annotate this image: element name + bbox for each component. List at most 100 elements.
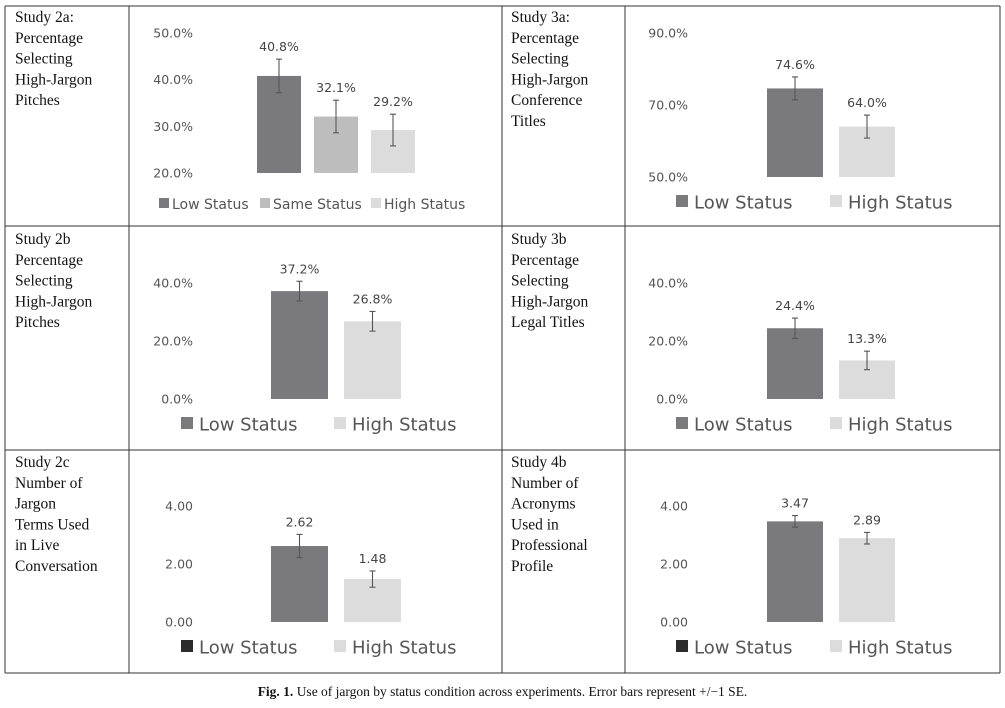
study-2c-tick-label: 0.00 [165,615,193,630]
study-2b-legend-swatch-1 [334,417,346,429]
study-2a-panel: Study 2a: Percentage Selecting High-Jargon P… [15,9,465,213]
study-3b-row-label-line: Legal Titles [511,314,585,331]
table-grid-lines [4,5,1001,674]
study-3a-legend-label-0: Low Status [694,192,793,213]
study-4b-bar-0 [767,521,823,622]
study-3a-panel: Study 3a: Percentage Selecting High-Jargon C… [511,9,952,213]
study-2a-legend-label-1: Same Status [273,197,362,213]
study-3a-row-label-line: High-Jargon [511,71,588,88]
study-4b-row-label-line: Acronyms [511,496,576,513]
study-2c-bar-0 [271,546,328,622]
study-4b-row-label-line: Professional [511,537,588,554]
study-3b-legend-label-0: Low Status [694,414,793,435]
study-4b-legend-swatch-0 [676,640,688,652]
study-3b-row-label-line: Study 3b [511,231,567,248]
study-4b-value-label-1: 2.89 [853,512,881,527]
study-3b-value-label-0: 24.4% [775,298,815,313]
study-2c-row-label-line: in Live [15,537,59,554]
study-2a-value-label-2: 29.2% [373,94,413,109]
study-3a-row-label-line: Study 3a: [511,9,570,26]
study-4b-tick-label: 0.00 [660,615,688,630]
study-4b-row-label-line: Study 4b [511,454,567,471]
study-2a-legend-label-0: Low Status [172,197,249,213]
figure-caption: Fig. 1. Use of jargon by status conditio… [0,684,1005,700]
study-3a-row-label: Study 3a: Percentage Selecting High-Jargon C… [511,9,588,130]
study-2c-row-label: Study 2c Number of Jargon Terms Used in Live… [15,454,98,575]
study-2b-bar-0 [271,291,328,399]
study-2b-row-label-line: Percentage [15,252,83,269]
study-2c-row-label-line: Number of [15,475,83,492]
study-2b-row-label-line: Pitches [15,314,60,331]
study-4b-panel: Study 4b Number of Acronyms Used in Professi… [511,454,952,658]
study-2b-value-label-0: 37.2% [280,261,320,276]
study-2b-bar-1 [344,321,401,399]
study-4b-bar-1 [839,538,895,622]
study-2b-tick-label: 0.0% [161,392,193,407]
study-2a-tick-label: 30.0% [153,119,193,134]
study-4b-tick-label: 2.00 [660,557,688,572]
study-2c-row-label-line: Conversation [15,558,98,575]
study-3b-tick-label: 40.0% [648,276,688,291]
study-2a-row-label-line: Selecting [15,51,73,68]
study-4b-legend-swatch-1 [830,640,842,652]
study-4b-legend-label-1: High Status [848,637,952,658]
study-2a-row-label-line: Pitches [15,92,60,109]
study-2c-row-label-line: Study 2c [15,454,70,471]
study-4b-legend-label-0: Low Status [694,637,793,658]
study-2c-tick-label: 2.00 [165,557,193,572]
study-3b-row-label-line: Percentage [511,252,579,269]
study-3a-row-label-line: Titles [511,113,546,130]
study-3b-bar-0 [767,328,823,399]
study-2a-row-label-line: Study 2a: [15,9,74,26]
study-2a-row-label: Study 2a: Percentage Selecting High-Jargon P… [15,9,92,109]
study-2c-legend-label-1: High Status [352,637,456,658]
study-3b-tick-label: 20.0% [648,334,688,349]
study-4b-row-label-line: Profile [511,558,553,575]
caption-text: Use of jargon by status condition across… [296,684,748,699]
study-3a-legend-swatch-0 [676,195,688,207]
study-2a-legend-swatch-2 [371,198,381,208]
study-2b-tick-label: 40.0% [153,276,193,291]
study-4b-row-label-line: Used in [511,516,559,533]
study-2c-legend-swatch-1 [334,640,346,652]
study-2a-row-label-line: High-Jargon [15,71,92,88]
study-3a-value-label-0: 74.6% [775,57,815,72]
study-2b-row-label-line: Selecting [15,273,73,290]
study-2b-value-label-1: 26.8% [353,291,393,306]
study-3a-row-label-line: Percentage [511,30,579,47]
study-2b-row-label-line: High-Jargon [15,293,92,310]
study-2c-row-label-line: Terms Used [15,516,89,533]
study-2c-legend-label-0: Low Status [199,637,298,658]
study-2b-tick-label: 20.0% [153,334,193,349]
study-3a-legend-swatch-1 [830,195,842,207]
study-3b-legend-label-1: High Status [848,414,952,435]
study-2a-tick-label: 40.0% [153,72,193,87]
study-3b-legend-swatch-0 [676,417,688,429]
study-3a-bar-0 [767,88,823,177]
study-2c-value-label-1: 1.48 [359,551,387,566]
study-3a-row-label-line: Conference [511,92,583,109]
study-3b-row-label: Study 3b Percentage Selecting High-Jargon Le… [511,231,588,331]
study-3a-value-label-1: 64.0% [847,95,887,110]
study-2c-tick-label: 4.00 [165,499,193,514]
study-2a-legend-swatch-0 [159,198,169,208]
study-3b-row-label-line: Selecting [511,273,569,290]
study-4b-tick-label: 4.00 [660,499,688,514]
study-3a-tick-label: 50.0% [648,170,688,185]
study-3b-row-label-line: High-Jargon [511,293,588,310]
study-2b-row-label: Study 2b Percentage Selecting High-Jargon Pi… [15,231,92,331]
study-2c-value-label-0: 2.62 [286,514,314,529]
study-3b-legend-swatch-1 [830,417,842,429]
study-3a-row-label-line: Selecting [511,51,569,68]
study-2c-legend-swatch-0 [181,640,193,652]
study-2a-row-label-line: Percentage [15,30,83,47]
study-4b-value-label-0: 3.47 [781,496,809,511]
study-2a-tick-label: 20.0% [153,166,193,181]
study-3b-value-label-1: 13.3% [847,331,887,346]
study-3b-tick-label: 0.0% [656,392,688,407]
study-2a-value-label-1: 32.1% [316,80,356,95]
study-3a-tick-label: 70.0% [648,98,688,113]
study-3b-panel: Study 3b Percentage Selecting High-Jargon Le… [511,231,952,435]
chart-panels: Study 2a: Percentage Selecting High-Jargon P… [15,9,952,658]
